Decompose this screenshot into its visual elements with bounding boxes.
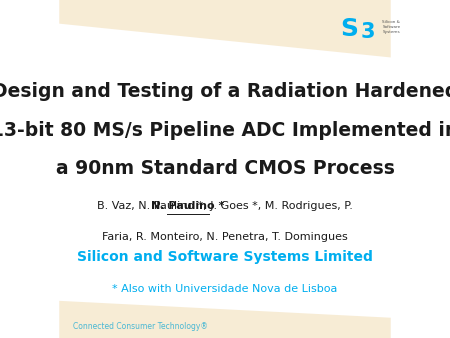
- Text: 3: 3: [360, 22, 375, 42]
- Text: Connected Consumer Technology®: Connected Consumer Technology®: [72, 322, 207, 331]
- Text: Silicon &
Software
Systems: Silicon & Software Systems: [382, 20, 400, 34]
- Text: a 90nm Standard CMOS Process: a 90nm Standard CMOS Process: [55, 160, 395, 178]
- Text: N. Paulino *: N. Paulino *: [151, 201, 225, 211]
- Text: Silicon and Software Systems Limited: Silicon and Software Systems Limited: [77, 250, 373, 264]
- Text: S: S: [340, 17, 358, 41]
- Text: Faria, R. Monteiro, N. Penetra, T. Domingues: Faria, R. Monteiro, N. Penetra, T. Domin…: [102, 232, 348, 242]
- Text: Design and Testing of a Radiation Hardened: Design and Testing of a Radiation Harden…: [0, 82, 450, 101]
- Text: * Also with Universidade Nova de Lisboa: * Also with Universidade Nova de Lisboa: [112, 284, 338, 294]
- Polygon shape: [59, 0, 391, 57]
- Text: 13-bit 80 MS/s Pipeline ADC Implemented in: 13-bit 80 MS/s Pipeline ADC Implemented …: [0, 121, 450, 140]
- Polygon shape: [59, 301, 391, 338]
- Text: B. Vaz, N. Paulino *, J. Goes *, M. Rodrigues, P.: B. Vaz, N. Paulino *, J. Goes *, M. Rodr…: [97, 201, 353, 211]
